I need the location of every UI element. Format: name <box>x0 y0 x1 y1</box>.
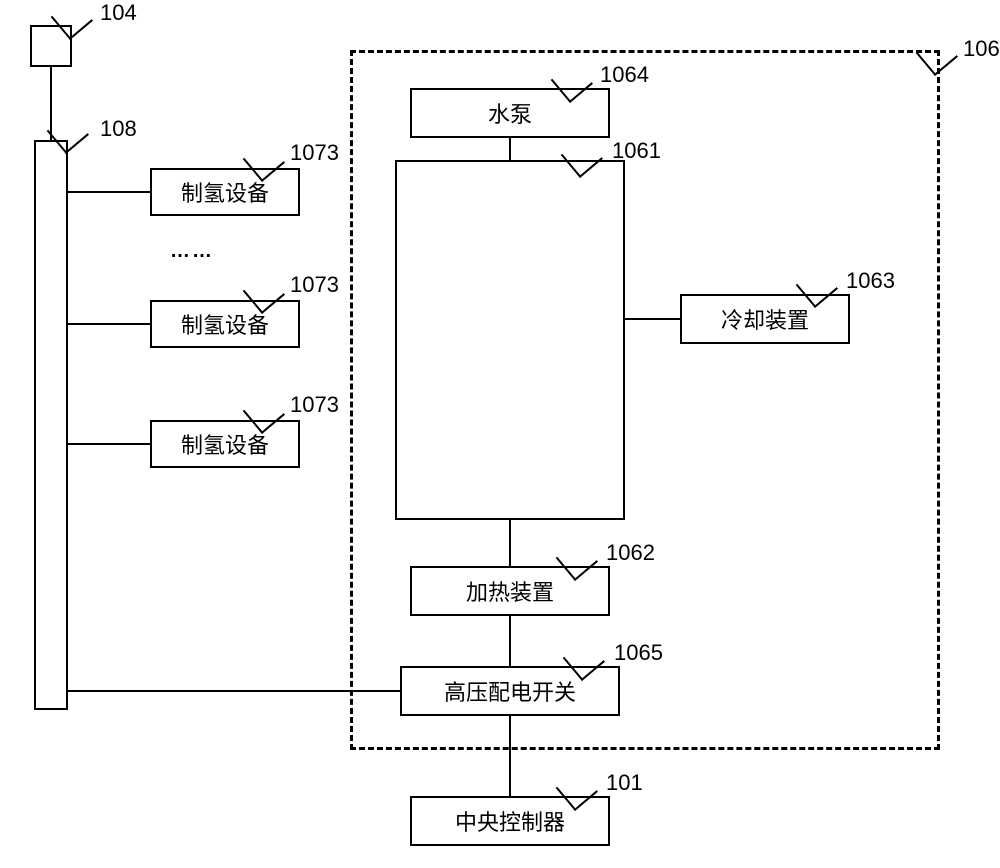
label-1064: 1064 <box>600 62 649 88</box>
box-cooler: 冷却装置 <box>680 294 850 344</box>
box-heater-label: 加热装置 <box>466 575 554 607</box>
line-switch-controller <box>509 716 511 796</box>
line-bus-hydrogen-c <box>68 443 150 445</box>
label-106: 106 <box>963 36 1000 62</box>
line-bus-hydrogen-a <box>68 191 150 193</box>
label-104: 104 <box>100 0 137 26</box>
line-pump-1061 <box>509 138 511 160</box>
label-1061: 1061 <box>612 138 661 164</box>
box-hydrogen-b-label: 制氢设备 <box>181 308 269 340</box>
ellipsis: …… <box>170 240 214 263</box>
box-pump-label: 水泵 <box>488 97 532 129</box>
box-cooler-label: 冷却装置 <box>721 303 809 335</box>
line-bus-hydrogen-b <box>68 323 150 325</box>
line-heater-switch <box>509 616 511 666</box>
label-108: 108 <box>100 116 137 142</box>
diagram-canvas: 104 108 制氢设备 1073 …… 制氢设备 1073 制氢设备 1073… <box>0 0 1000 868</box>
box-hydrogen-c-label: 制氢设备 <box>181 428 269 460</box>
line-1061-heater <box>509 520 511 566</box>
label-1073-a: 1073 <box>290 140 339 166</box>
box-hydrogen-b: 制氢设备 <box>150 300 300 348</box>
label-1073-c: 1073 <box>290 392 339 418</box>
label-101: 101 <box>606 770 643 796</box>
box-hydrogen-a-label: 制氢设备 <box>181 176 269 208</box>
label-1065: 1065 <box>614 640 663 666</box>
box-switch-label: 高压配电开关 <box>444 675 576 707</box>
box-pump: 水泵 <box>410 88 610 138</box>
label-1063: 1063 <box>846 268 895 294</box>
bus-108 <box>34 140 68 710</box>
box-hydrogen-a: 制氢设备 <box>150 168 300 216</box>
label-1062: 1062 <box>606 540 655 566</box>
box-hydrogen-c: 制氢设备 <box>150 420 300 468</box>
box-controller-label: 中央控制器 <box>455 805 565 837</box>
line-bus-switch <box>68 690 400 692</box>
line-1061-cooler <box>625 318 680 320</box>
label-1073-b: 1073 <box>290 272 339 298</box>
box-1061 <box>395 160 625 520</box>
